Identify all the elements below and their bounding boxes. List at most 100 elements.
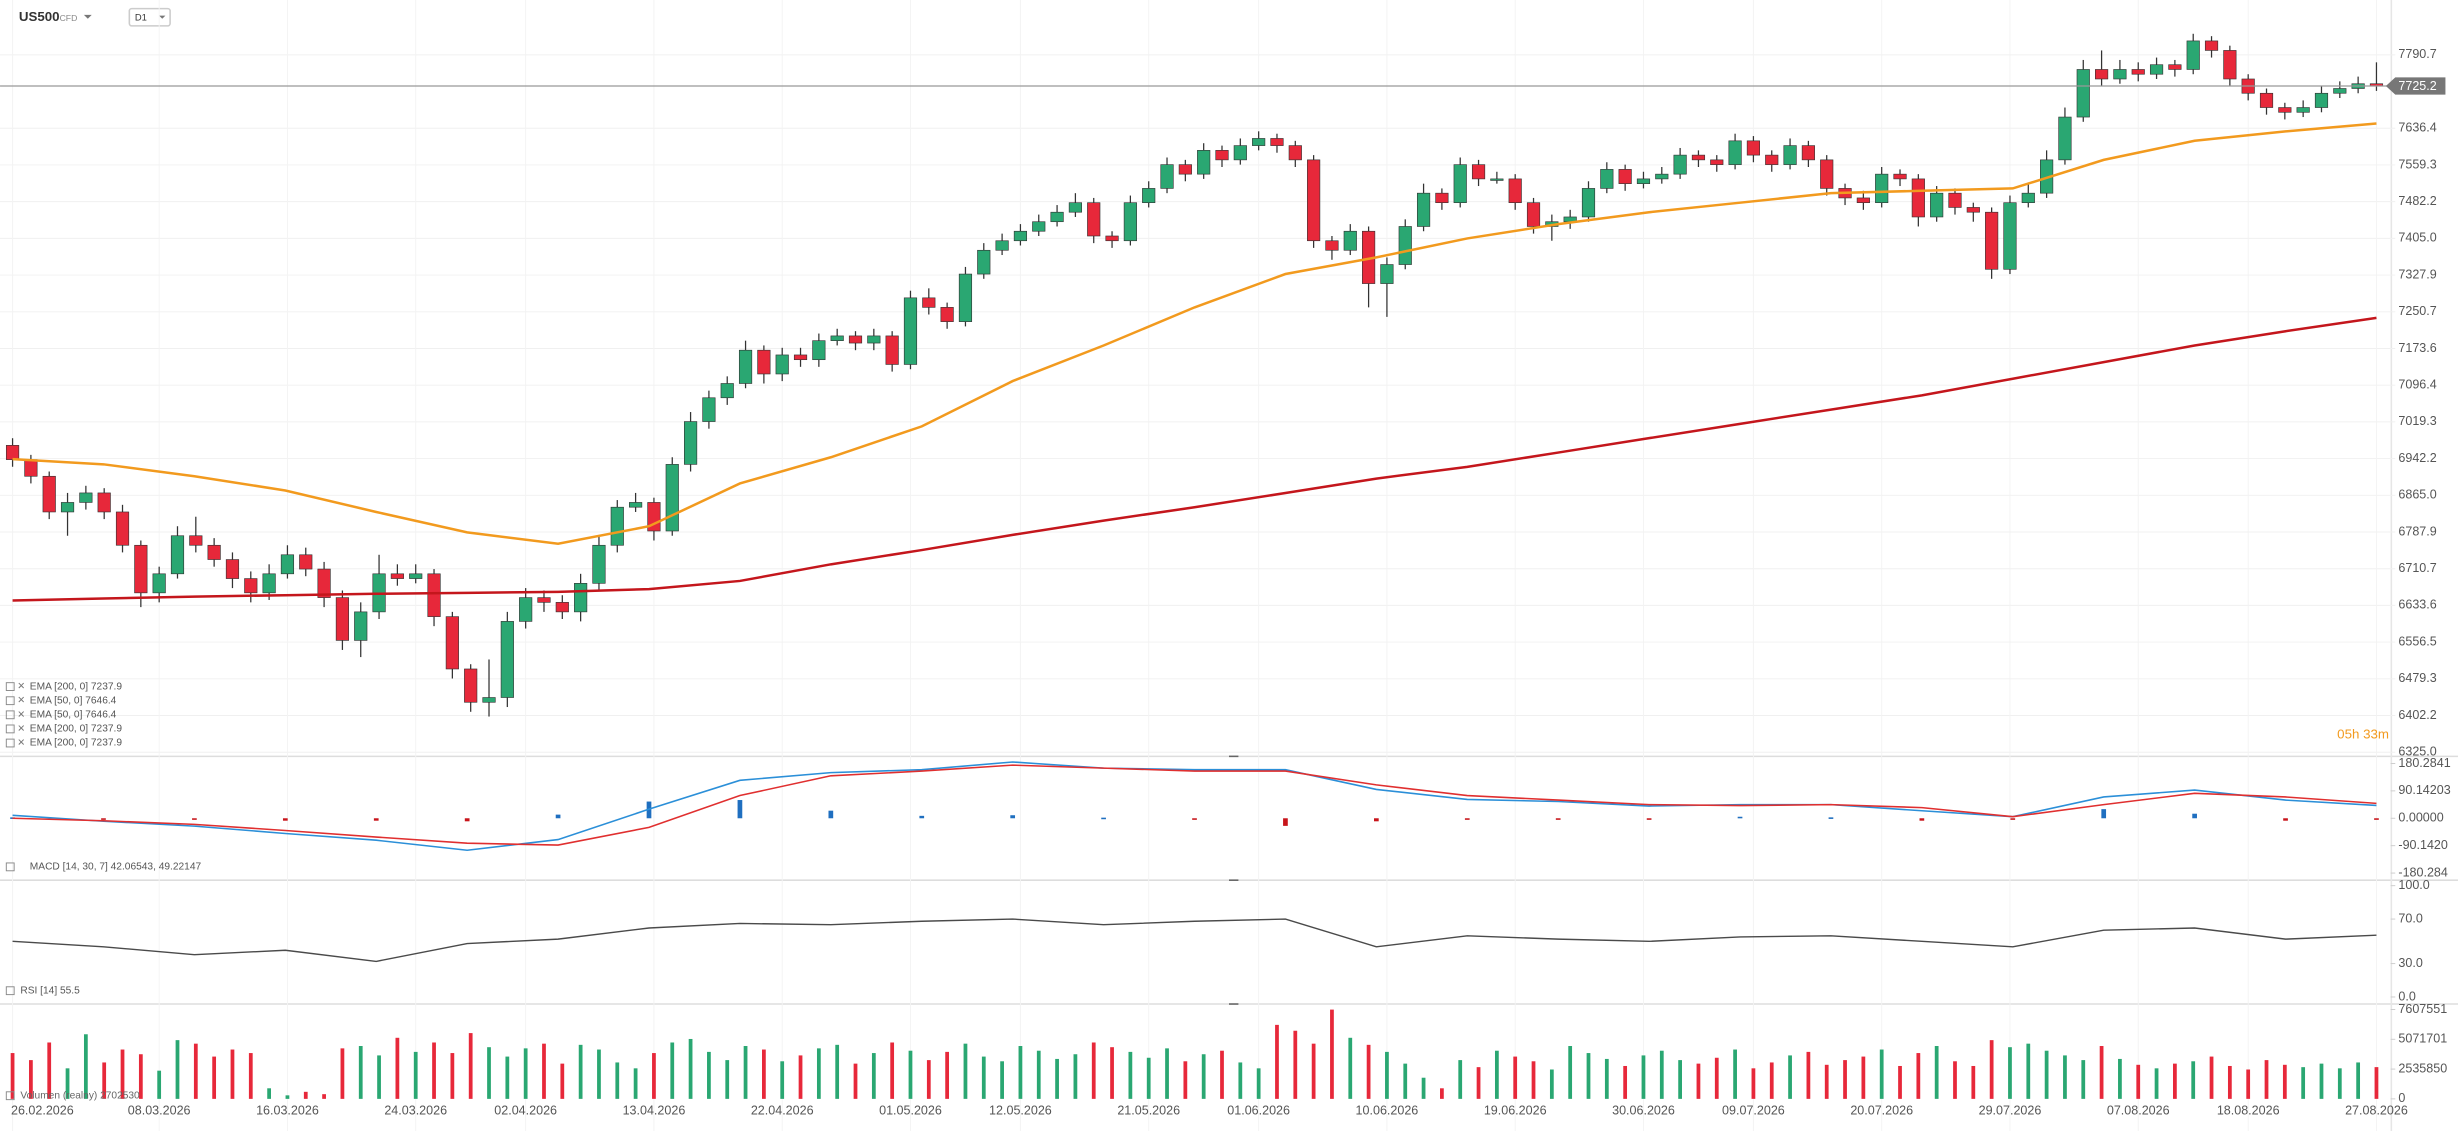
volume-bar	[83, 1034, 88, 1099]
y-tick-label: 7405.0	[2398, 231, 2436, 245]
macd-histogram-bar	[828, 810, 834, 819]
volume-bar	[2118, 1058, 2122, 1099]
volume-bar	[2209, 1056, 2214, 1099]
candle-body	[24, 459, 38, 477]
volume-bar	[1238, 1062, 1243, 1099]
candle-body	[1087, 202, 1101, 237]
y-tick-label: 5071701	[2398, 1032, 2447, 1046]
candle-body	[1636, 178, 1651, 184]
symbol-dropdown[interactable]	[83, 14, 92, 19]
candle-body	[97, 492, 111, 513]
volume-bar	[963, 1043, 968, 1099]
y-tick-label: 6787.9	[2398, 524, 2436, 538]
candle-body	[1123, 202, 1137, 242]
volume-bar	[1293, 1030, 1298, 1099]
y-tick-label: 90.14203	[2398, 783, 2450, 797]
candle-body	[1453, 164, 1467, 204]
candle-body	[2204, 40, 2219, 51]
candle-body	[2113, 69, 2127, 80]
volume-bar	[688, 1038, 693, 1099]
volume-bar	[1348, 1037, 1353, 1099]
volume-bar	[798, 1055, 803, 1099]
candle-body	[79, 492, 93, 503]
candle-body	[1765, 154, 1779, 165]
volume-bar	[468, 1033, 473, 1099]
candle-body	[1435, 192, 1449, 204]
x-tick-label: 24.03.2026	[384, 1104, 447, 1118]
volume-bar	[1403, 1063, 1408, 1099]
candle-body	[1307, 159, 1321, 242]
timeframe-select[interactable]	[128, 7, 171, 27]
timeframe[interactable]: D1	[135, 12, 147, 23]
volume-bar	[1934, 1046, 1939, 1099]
candle-body	[1600, 169, 1614, 189]
volume-bar	[871, 1053, 876, 1099]
candle-body	[1691, 154, 1706, 161]
volume-bar	[2191, 1061, 2196, 1099]
x-tick-label: 21.05.2026	[1117, 1104, 1180, 1118]
candle-body	[1471, 164, 1486, 180]
candle-body	[665, 464, 679, 532]
indicator-label: MACD [14, 30, 7] 42.06543, 49.22147	[30, 862, 202, 873]
indicator-line	[12, 316, 2377, 602]
candle-body	[830, 335, 844, 341]
macd-histogram-bar	[1646, 818, 1652, 820]
y-tick-label: 70.0	[2398, 911, 2422, 925]
macd-histogram-bar	[1101, 817, 1106, 820]
candle-body	[885, 335, 899, 365]
indicator-line	[12, 764, 2377, 846]
volume-bar	[633, 1068, 638, 1099]
volume-bar	[303, 1091, 308, 1099]
volume-bar	[1568, 1046, 1573, 1099]
candle-body	[1673, 154, 1687, 175]
candle-body	[1325, 240, 1339, 251]
legend-close: ✕	[17, 708, 25, 719]
volume-bar	[1330, 1009, 1334, 1099]
timeframe-dropdown[interactable]	[159, 15, 166, 19]
volume-bar	[1146, 1057, 1151, 1099]
y-tick-label: 180.2841	[2398, 756, 2450, 770]
candle-body	[2314, 92, 2329, 108]
volume-bar	[2008, 1047, 2012, 1099]
candle-body	[1911, 178, 1925, 218]
volume-bar	[322, 1094, 326, 1099]
volume-bar	[981, 1056, 986, 1099]
y-tick-label: 7636.4	[2398, 121, 2436, 135]
volume-bar	[2227, 1065, 2232, 1099]
candle-body	[1416, 192, 1431, 227]
macd-histogram-bar	[1192, 818, 1197, 820]
volume-bar	[1036, 1050, 1041, 1099]
candle-body	[1783, 145, 1797, 165]
candle-body	[574, 583, 588, 613]
macd-histogram-bar	[1828, 817, 1834, 819]
volume-bar	[1714, 1057, 1719, 1099]
volume-bar	[1898, 1065, 1902, 1099]
candle-body	[1252, 138, 1266, 146]
indicator-label: Volumen (realny) 2702530	[20, 1090, 140, 1101]
candle-body	[482, 697, 496, 703]
candle-countdown: 05h 33m	[2337, 727, 2389, 742]
y-tick-label: 6479.3	[2398, 671, 2436, 685]
x-tick-label: 26.02.2026	[11, 1104, 74, 1118]
volume-bar	[47, 1042, 52, 1099]
volume-bar	[1385, 1051, 1389, 1099]
volume-bar	[29, 1060, 33, 1099]
volume-bar	[2173, 1063, 2177, 1099]
macd-histogram-bar	[2101, 809, 2107, 819]
candle-body	[537, 597, 551, 603]
candle-body	[2131, 69, 2145, 75]
legend-label: EMA [200, 0] 7237.9	[30, 724, 123, 735]
volume-bar	[1678, 1060, 1683, 1099]
symbol[interactable]: US500	[19, 9, 60, 24]
x-tick-label: 09.07.2026	[1722, 1104, 1785, 1118]
volume-bar	[1018, 1046, 1023, 1099]
volume-bar	[1824, 1064, 1829, 1099]
x-tick-label: 16.03.2026	[256, 1104, 319, 1118]
candle-body	[958, 273, 973, 322]
volume-bar	[560, 1063, 565, 1099]
candle-body	[1856, 197, 1870, 204]
legend-close: ✕	[17, 722, 25, 733]
volume-bar	[212, 1056, 217, 1099]
macd-histogram-bar	[1010, 815, 1016, 819]
candle-body	[2149, 64, 2164, 75]
